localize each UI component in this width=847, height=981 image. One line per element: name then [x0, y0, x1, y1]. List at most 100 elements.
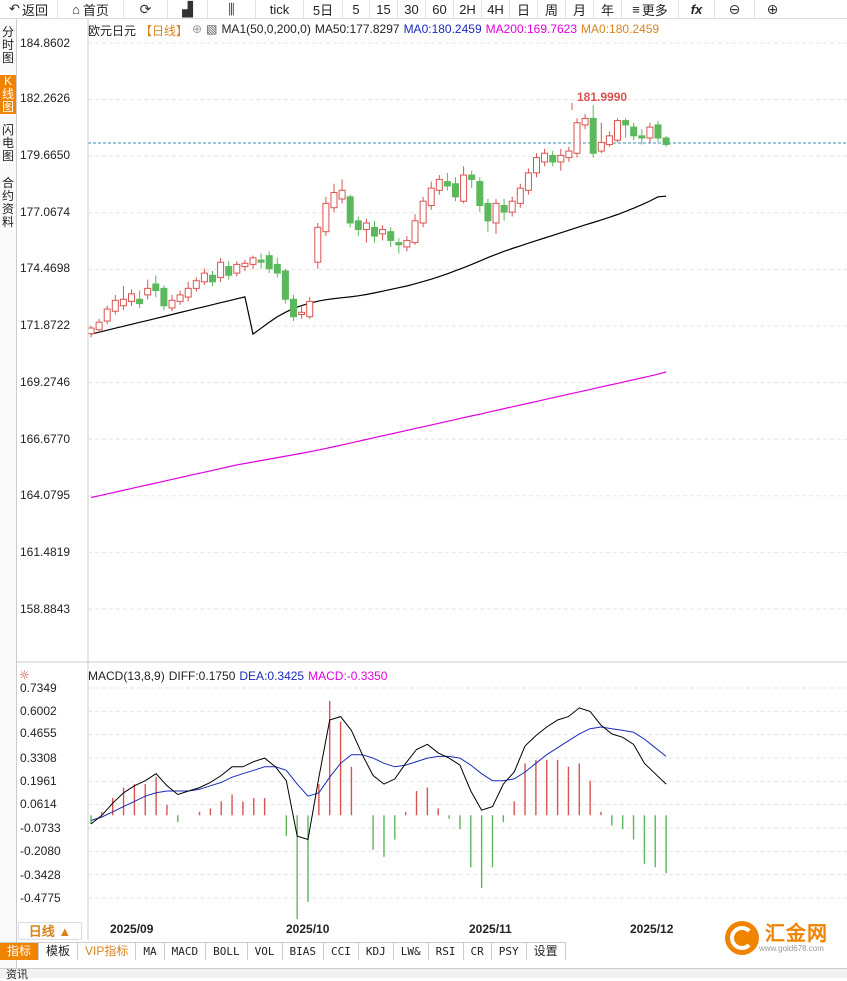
candle-body: [225, 266, 233, 276]
candle-body: [346, 196, 354, 224]
candle-body: [371, 226, 378, 237]
macd-y-tick-label: 0.7349: [20, 681, 57, 695]
tab-boll[interactable]: BOLL: [206, 943, 248, 960]
candle-body: [265, 255, 273, 270]
tab-indicator[interactable]: 指标: [0, 943, 40, 960]
main-legend: 欧元日元 【日线】 ⊕ ▧ MA1(50,0,200,0) MA50:177.8…: [88, 22, 659, 39]
tab-flash[interactable]: 闪电图: [1, 123, 14, 163]
candle-body: [176, 294, 184, 302]
candle-body: [435, 178, 443, 191]
tab-template[interactable]: 模板: [39, 943, 79, 960]
view-sidebar: 分时图 K线图 闪电图 合约资料: [0, 19, 17, 969]
tab-bias[interactable]: BIAS: [283, 943, 324, 960]
tab-timeshare[interactable]: 分时图: [1, 25, 14, 65]
candle-body: [354, 220, 362, 231]
candle-body: [492, 202, 500, 224]
zoom-out-button[interactable]: ⊖: [715, 0, 755, 18]
y-tick-label: 182.2626: [20, 91, 71, 105]
candle-body: [95, 321, 103, 331]
period-month[interactable]: 月: [566, 0, 594, 18]
macd-y-tick-label: 0.4655: [20, 726, 57, 740]
period-day[interactable]: 日: [510, 0, 538, 18]
candle-body: [638, 135, 646, 139]
period-year[interactable]: 年: [594, 0, 622, 18]
y-tick-label: 169.2746: [20, 375, 71, 389]
formula-button[interactable]: fx: [679, 0, 715, 18]
period-week[interactable]: 周: [538, 0, 566, 18]
period-5day[interactable]: 5日: [304, 0, 343, 18]
candle-body: [516, 187, 524, 204]
tab-macd[interactable]: MACD: [165, 943, 207, 960]
ma50-line: [90, 195, 667, 336]
tab-lw[interactable]: LW&: [394, 943, 429, 960]
period-4h[interactable]: 4H: [482, 0, 510, 18]
dea-value: DEA:0.3425: [239, 669, 305, 683]
period-60[interactable]: 60: [426, 0, 454, 18]
candle-body: [541, 152, 549, 163]
y-tick-label: 184.8602: [20, 36, 71, 50]
period-selector[interactable]: 日线 ▲: [18, 922, 82, 940]
candle-body: [403, 239, 411, 248]
tick-button[interactable]: tick: [256, 0, 304, 18]
macd-y-tick-label: -0.3428: [20, 868, 61, 882]
tab-rsi[interactable]: RSI: [429, 943, 464, 960]
tab-kdj[interactable]: KDJ: [359, 943, 394, 960]
ma200-line: [90, 371, 667, 499]
candle-body: [427, 187, 435, 207]
candle-body: [468, 174, 476, 180]
tab-ma[interactable]: MA: [136, 943, 165, 960]
tab-contract-info[interactable]: 合约资料: [1, 176, 14, 229]
y-tick-label: 171.8722: [20, 318, 71, 332]
candle-body: [573, 122, 581, 154]
more-button[interactable]: ≡ 更多: [622, 0, 679, 18]
candle-body: [589, 117, 597, 154]
main-grid: [88, 42, 847, 610]
refresh-button[interactable]: ⟳: [124, 0, 168, 18]
candles: [87, 105, 670, 338]
home-icon: ⌂: [72, 1, 80, 17]
dea-line: [90, 726, 667, 821]
news-footer[interactable]: 资讯: [0, 968, 847, 981]
line-chart-button[interactable]: ▟: [168, 0, 208, 18]
macd-y-tick-label: 0.3308: [20, 751, 57, 765]
candle-body: [200, 272, 208, 283]
tab-psy[interactable]: PSY: [492, 943, 527, 960]
zoom-out-icon: ⊖: [728, 0, 741, 17]
tab-cr[interactable]: CR: [464, 943, 492, 960]
candle-body: [119, 298, 127, 307]
period-15[interactable]: 15: [370, 0, 398, 18]
candle-body: [330, 191, 338, 209]
y-tick-label: 158.8843: [20, 602, 71, 616]
candle-body: [233, 263, 241, 274]
candle-body: [419, 200, 427, 224]
add-indicator-icon[interactable]: ⊕: [192, 22, 203, 36]
candle-body: [662, 137, 670, 146]
candle-body: [111, 299, 119, 312]
candle-body: [184, 287, 192, 298]
ma1-label: MA1(50,0,200,0): [221, 22, 311, 36]
candle-chart-button[interactable]: ⫼: [208, 0, 256, 18]
period-5[interactable]: 5: [343, 0, 370, 18]
tab-settings[interactable]: 设置: [527, 943, 566, 960]
tab-kline[interactable]: K线图: [0, 74, 16, 114]
candle-body: [306, 300, 314, 318]
y-tick-label: 164.0795: [20, 488, 71, 502]
period-30[interactable]: 30: [398, 0, 426, 18]
candle-body: [581, 117, 589, 126]
candle-body: [273, 263, 281, 274]
home-button[interactable]: ⌂ 首页: [58, 0, 124, 18]
bar-chart-icon: ▟: [182, 0, 193, 17]
back-button[interactable]: ↶ 返回: [0, 0, 58, 18]
tab-vol[interactable]: VOL: [248, 943, 283, 960]
tab-vip-indicator[interactable]: VIP指标: [78, 943, 137, 960]
candle-body: [290, 298, 297, 318]
logo-url: www.gold678.com: [759, 943, 824, 953]
ma50-value: MA50:177.8297: [314, 22, 400, 36]
x-tick-label: 2025/11: [469, 922, 512, 936]
x-tick-label: 2025/10: [286, 922, 330, 936]
zoom-in-button[interactable]: ⊕: [755, 0, 790, 18]
period-2h[interactable]: 2H: [454, 0, 482, 18]
candle-body: [452, 183, 459, 198]
tab-cci[interactable]: CCI: [324, 943, 359, 960]
